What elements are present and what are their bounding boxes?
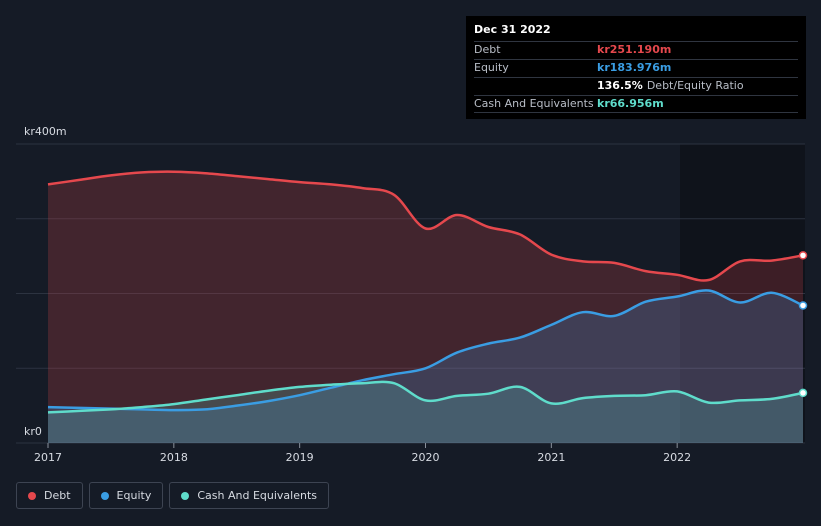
legend-label-equity: Equity <box>116 489 152 502</box>
legend: Debt Equity Cash And Equivalents <box>16 482 329 509</box>
tooltip-label-debt: Debt <box>474 43 501 56</box>
x-tick-label-2020: 2020 <box>412 451 440 464</box>
x-axis-ticks: 2017 2018 2019 2020 2021 2022 <box>34 443 691 464</box>
x-tick-label-2017: 2017 <box>34 451 62 464</box>
end-point-cash-and-equivalents <box>798 388 808 398</box>
tooltip-label-equity: Equity <box>474 61 509 74</box>
y-tick-label-bottom: kr0 <box>24 425 42 438</box>
series-lines <box>47 170 804 414</box>
legend-item-cash[interactable]: Cash And Equivalents <box>169 482 329 509</box>
end-point-equity <box>798 301 808 310</box>
tooltip-panel: Dec 31 2022 Debt kr251.190m Equity kr183… <box>466 16 806 119</box>
y-tick-label-top: kr400m <box>24 125 67 138</box>
tooltip-value-debt: kr251.190m <box>597 43 672 56</box>
area-debt <box>48 171 803 443</box>
tooltip-ratio-note: Debt/Equity Ratio <box>646 79 744 92</box>
series-areas <box>48 171 803 443</box>
x-tick-label-2021: 2021 <box>537 451 565 464</box>
legend-dot-equity-icon <box>100 491 109 500</box>
x-tick-label-2019: 2019 <box>286 451 314 464</box>
legend-item-equity[interactable]: Equity <box>88 482 164 509</box>
legend-label-cash: Cash And Equivalents <box>197 489 317 502</box>
tooltip-row-debt: Debt kr251.190m <box>474 41 798 58</box>
legend-dot-debt-icon <box>28 491 36 500</box>
legend-dot-cash-icon <box>181 491 190 500</box>
tooltip-value-ratio: 136.5% <box>597 79 643 92</box>
tooltip-label-cash: Cash And Equivalents <box>474 97 594 110</box>
line-cash-and-equivalents <box>47 380 804 414</box>
tooltip-date: Dec 31 2022 <box>474 23 551 36</box>
tooltip-row-equity: Equity kr183.976m <box>474 59 798 76</box>
x-tick-label-2018: 2018 <box>160 451 188 464</box>
line-equity <box>47 289 804 412</box>
grid-lines <box>16 143 805 444</box>
tooltip-value-cash: kr66.956m <box>597 97 664 110</box>
tooltip-row-ratio: 136.5% Debt/Equity Ratio <box>474 77 798 94</box>
end-point-debt <box>798 251 808 260</box>
tooltip-value-equity: kr183.976m <box>597 61 672 74</box>
legend-item-debt[interactable]: Debt <box>16 482 83 509</box>
tooltip-label-ratio <box>474 78 597 94</box>
legend-label-debt: Debt <box>44 489 71 502</box>
tooltip-row-cash: Cash And Equivalents kr66.956m <box>474 95 798 113</box>
area-equity <box>48 290 803 443</box>
x-tick-label-2022: 2022 <box>663 451 691 464</box>
line-debt <box>47 170 804 282</box>
series-end-points <box>798 251 808 398</box>
